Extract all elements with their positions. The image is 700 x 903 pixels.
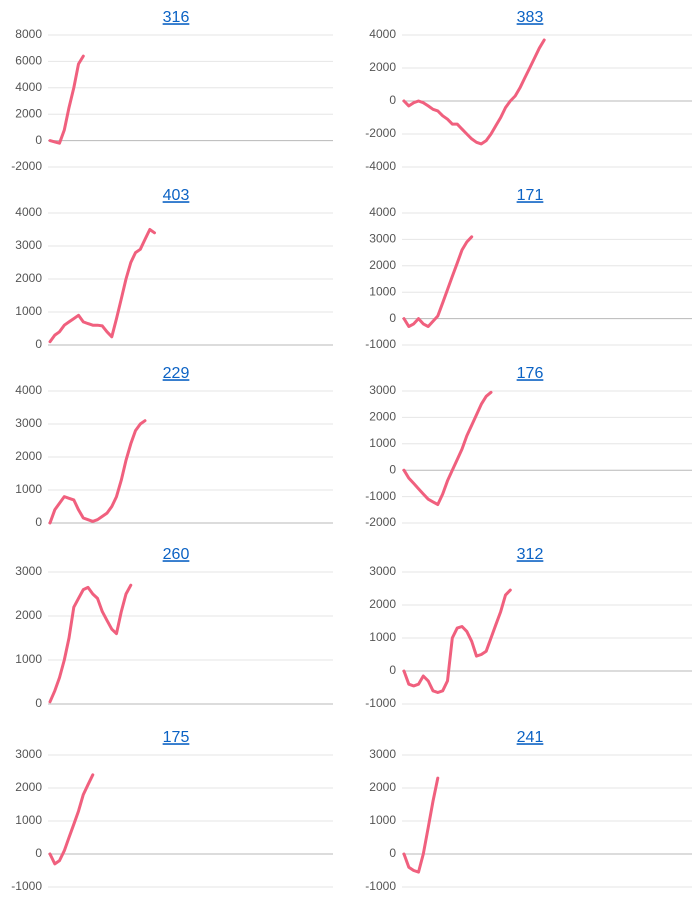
y-tick-label: 3000: [369, 383, 396, 397]
y-tick-label: 2000: [369, 258, 396, 272]
chart-title[interactable]: 312: [517, 546, 544, 563]
data-line: [48, 773, 95, 866]
y-tick-label: 2000: [15, 106, 42, 120]
chart-title[interactable]: 403: [163, 187, 190, 204]
y-tick-label: 1000: [369, 630, 396, 644]
chart-title[interactable]: 383: [517, 9, 544, 26]
y-tick-label: 0: [35, 696, 42, 710]
data-line: [402, 38, 546, 146]
y-tick-label: 0: [389, 462, 396, 476]
data-line: [48, 54, 85, 145]
y-tick-label: 6000: [15, 54, 42, 68]
data-line: [402, 776, 440, 874]
y-tick-label: 8000: [15, 27, 42, 41]
y-tick-label: 1000: [369, 813, 396, 827]
chart-title[interactable]: 176: [517, 365, 544, 382]
y-tick-label: 1000: [15, 652, 42, 666]
y-tick-label: 0: [35, 846, 42, 860]
y-tick-label: -1000: [365, 879, 396, 893]
y-tick-label: 0: [389, 663, 396, 677]
y-tick-label: 0: [35, 515, 42, 529]
y-tick-label: -2000: [365, 126, 396, 140]
y-tick-label: 4000: [369, 27, 396, 41]
y-tick-label: 3000: [15, 747, 42, 761]
y-tick-label: 3000: [369, 232, 396, 246]
y-tick-label: 2000: [369, 60, 396, 74]
y-tick-label: 1000: [369, 284, 396, 298]
y-tick-label: 4000: [369, 205, 396, 219]
y-tick-label: -1000: [11, 879, 42, 893]
y-tick-label: -1000: [365, 489, 396, 503]
data-line: [402, 588, 512, 694]
y-tick-label: 2000: [15, 608, 42, 622]
data-line: [48, 583, 133, 704]
y-tick-label: 4000: [15, 80, 42, 94]
data-line: [402, 235, 474, 328]
y-tick-label: 2000: [15, 780, 42, 794]
y-tick-label: 2000: [369, 410, 396, 424]
data-line: [48, 419, 147, 525]
y-tick-label: -2000: [365, 515, 396, 529]
y-tick-label: -4000: [365, 159, 396, 173]
y-tick-label: -1000: [365, 337, 396, 351]
y-tick-label: -2000: [11, 159, 42, 173]
y-tick-label: 0: [389, 311, 396, 325]
y-tick-label: -1000: [365, 696, 396, 710]
y-tick-label: 1000: [15, 304, 42, 318]
y-tick-label: 3000: [15, 416, 42, 430]
y-tick-label: 3000: [369, 564, 396, 578]
y-tick-label: 3000: [369, 747, 396, 761]
y-tick-label: 0: [389, 93, 396, 107]
chart-title[interactable]: 260: [163, 546, 190, 563]
data-line: [48, 228, 156, 344]
chart-title[interactable]: 171: [517, 187, 544, 204]
y-tick-label: 0: [35, 133, 42, 147]
y-tick-label: 0: [389, 846, 396, 860]
y-tick-label: 1000: [15, 482, 42, 496]
y-tick-label: 3000: [15, 564, 42, 578]
y-tick-label: 4000: [15, 205, 42, 219]
y-tick-label: 4000: [15, 383, 42, 397]
y-tick-label: 0: [35, 337, 42, 351]
y-tick-label: 2000: [369, 780, 396, 794]
data-line: [402, 390, 493, 506]
chart-title[interactable]: 229: [163, 365, 190, 382]
chart-title[interactable]: 175: [163, 729, 190, 746]
y-tick-label: 1000: [369, 436, 396, 450]
y-tick-label: 2000: [15, 449, 42, 463]
y-tick-label: 2000: [15, 271, 42, 285]
chart-title[interactable]: 316: [163, 9, 190, 26]
chart-title[interactable]: 241: [517, 729, 544, 746]
y-tick-label: 1000: [15, 813, 42, 827]
y-tick-label: 3000: [15, 238, 42, 252]
y-tick-label: 2000: [369, 597, 396, 611]
